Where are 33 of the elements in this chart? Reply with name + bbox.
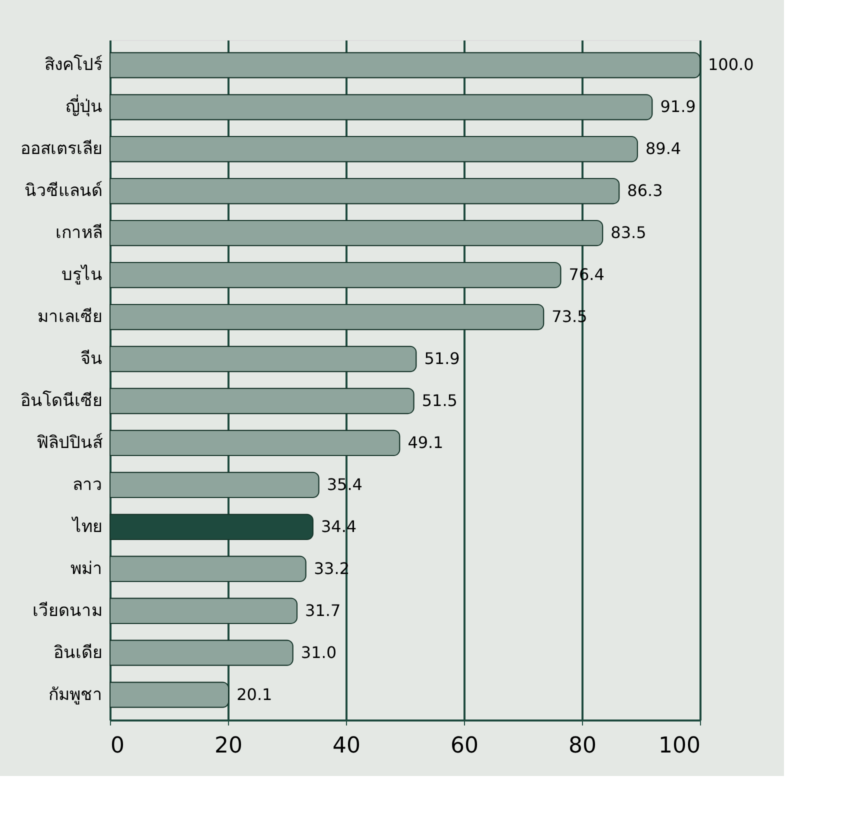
y-tick-label: เวียดนาม <box>32 600 102 621</box>
x-tick-label: 0 <box>110 734 124 758</box>
y-tick-label: นิวซีแลนด์ <box>24 181 102 202</box>
y-tick-label: ญี่ปุ่น <box>66 94 102 118</box>
y-tick-label: บรูไน <box>62 264 102 286</box>
y-tick-label: มาเลเซีย <box>38 307 102 328</box>
data-label: 89.4 <box>645 139 682 158</box>
x-tick-label: 100 <box>658 734 700 758</box>
y-tick-label: เกาหลี <box>56 223 102 244</box>
data-label: 49.1 <box>408 432 444 452</box>
y-tick-label: ลาว <box>72 474 102 495</box>
y-tick-label: สิงคโปร์ <box>44 54 102 76</box>
y-tick-label: จีน <box>80 349 102 370</box>
data-label: 51.5 <box>422 390 458 410</box>
data-label: 100.0 <box>708 55 754 74</box>
data-label: 51.9 <box>424 349 460 368</box>
data-label: 91.9 <box>660 97 696 116</box>
data-label: 83.5 <box>610 223 646 242</box>
y-tick-label: กัมพูชา <box>48 684 102 705</box>
data-label: 86.3 <box>627 181 663 200</box>
data-label: 31.0 <box>300 642 337 662</box>
y-tick-label: ฟิลิปปินส์ <box>36 432 104 453</box>
x-tick-label: 80 <box>568 734 596 758</box>
x-tick-label: 20 <box>214 734 242 758</box>
y-tick-label: ไทย <box>70 516 102 537</box>
y-tick-label: อินโดนีเซีย <box>20 390 102 411</box>
x-tick-label: 40 <box>332 734 360 758</box>
data-label: 20.1 <box>236 684 272 704</box>
y-tick-label: อินเดีย <box>54 642 102 663</box>
y-tick-label: พม่า <box>70 558 102 579</box>
y-tick-label: ออสเตรเลีย <box>20 139 102 160</box>
data-label: 31.7 <box>305 600 341 620</box>
x-tick-label: 60 <box>450 734 478 758</box>
